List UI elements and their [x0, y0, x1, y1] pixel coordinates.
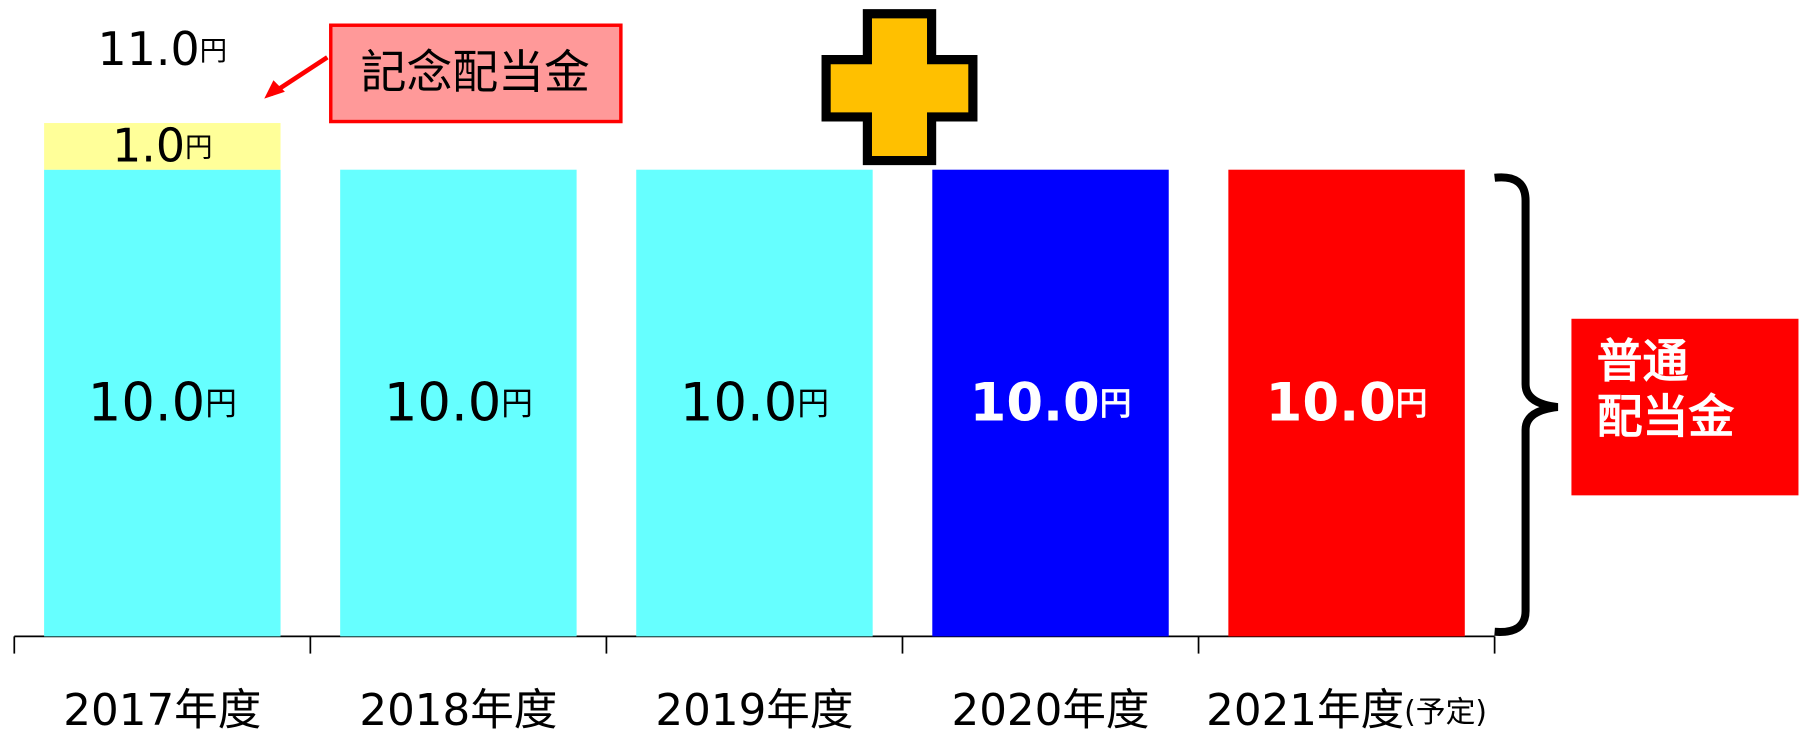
x-tick-label: 2017年度 — [63, 686, 261, 735]
value-number: 10.0 — [384, 372, 501, 433]
x-tick-label: 2018年度 — [359, 686, 557, 735]
category: 2021年度 — [1206, 686, 1404, 735]
category: 2019年度 — [655, 686, 853, 735]
arrow-head — [264, 80, 285, 99]
value-number: 1.0 — [112, 118, 185, 172]
value-label: 10.0円 — [384, 372, 533, 433]
category: 2017年度 — [63, 686, 261, 735]
bar — [44, 123, 281, 170]
value-unit: 円 — [501, 386, 533, 422]
value-label: 1.0円 — [112, 118, 212, 172]
bar — [44, 169, 281, 637]
value-number: 11.0 — [98, 21, 200, 75]
bar — [1228, 169, 1465, 637]
legend-label: 記念配当金 — [361, 45, 590, 99]
value-label: 10.0円 — [88, 372, 237, 433]
value-unit: 円 — [205, 386, 237, 422]
legend-box — [1571, 318, 1799, 496]
value-unit: 円 — [185, 132, 212, 164]
x-tick-label: 2020年度 — [952, 686, 1150, 735]
value-number: 10.0 — [970, 372, 1100, 433]
legend-wrap: 普通 配当金 — [1596, 335, 1735, 444]
value-unit: 円 — [1100, 386, 1132, 422]
value-label: 10.0円 — [680, 372, 829, 433]
value-unit: 円 — [200, 35, 228, 67]
value-number: 10.0 — [88, 372, 205, 433]
value-unit: 円 — [1396, 386, 1428, 422]
brace — [1494, 173, 1559, 636]
bar — [932, 169, 1169, 637]
value-label: 10.0円 — [1266, 372, 1428, 433]
category: 2020年度 — [952, 686, 1150, 735]
legend-box — [329, 23, 623, 124]
value-label: 11.0円 — [98, 21, 228, 75]
bar — [340, 169, 577, 637]
category: 2018年度 — [359, 686, 557, 735]
plus-icon — [821, 9, 978, 166]
category-note: (予定) — [1404, 695, 1487, 730]
value-unit: 円 — [797, 386, 829, 422]
x-tick-label: 2021年度(予定) — [1206, 686, 1487, 735]
value-label: 10.0円 — [970, 372, 1132, 433]
value-number: 10.0 — [1266, 372, 1396, 433]
x-tick-label: 2019年度 — [655, 686, 853, 735]
value-number: 10.0 — [680, 372, 797, 433]
bar — [636, 169, 873, 637]
legend-label: 普通 配当金 — [1596, 335, 1735, 444]
